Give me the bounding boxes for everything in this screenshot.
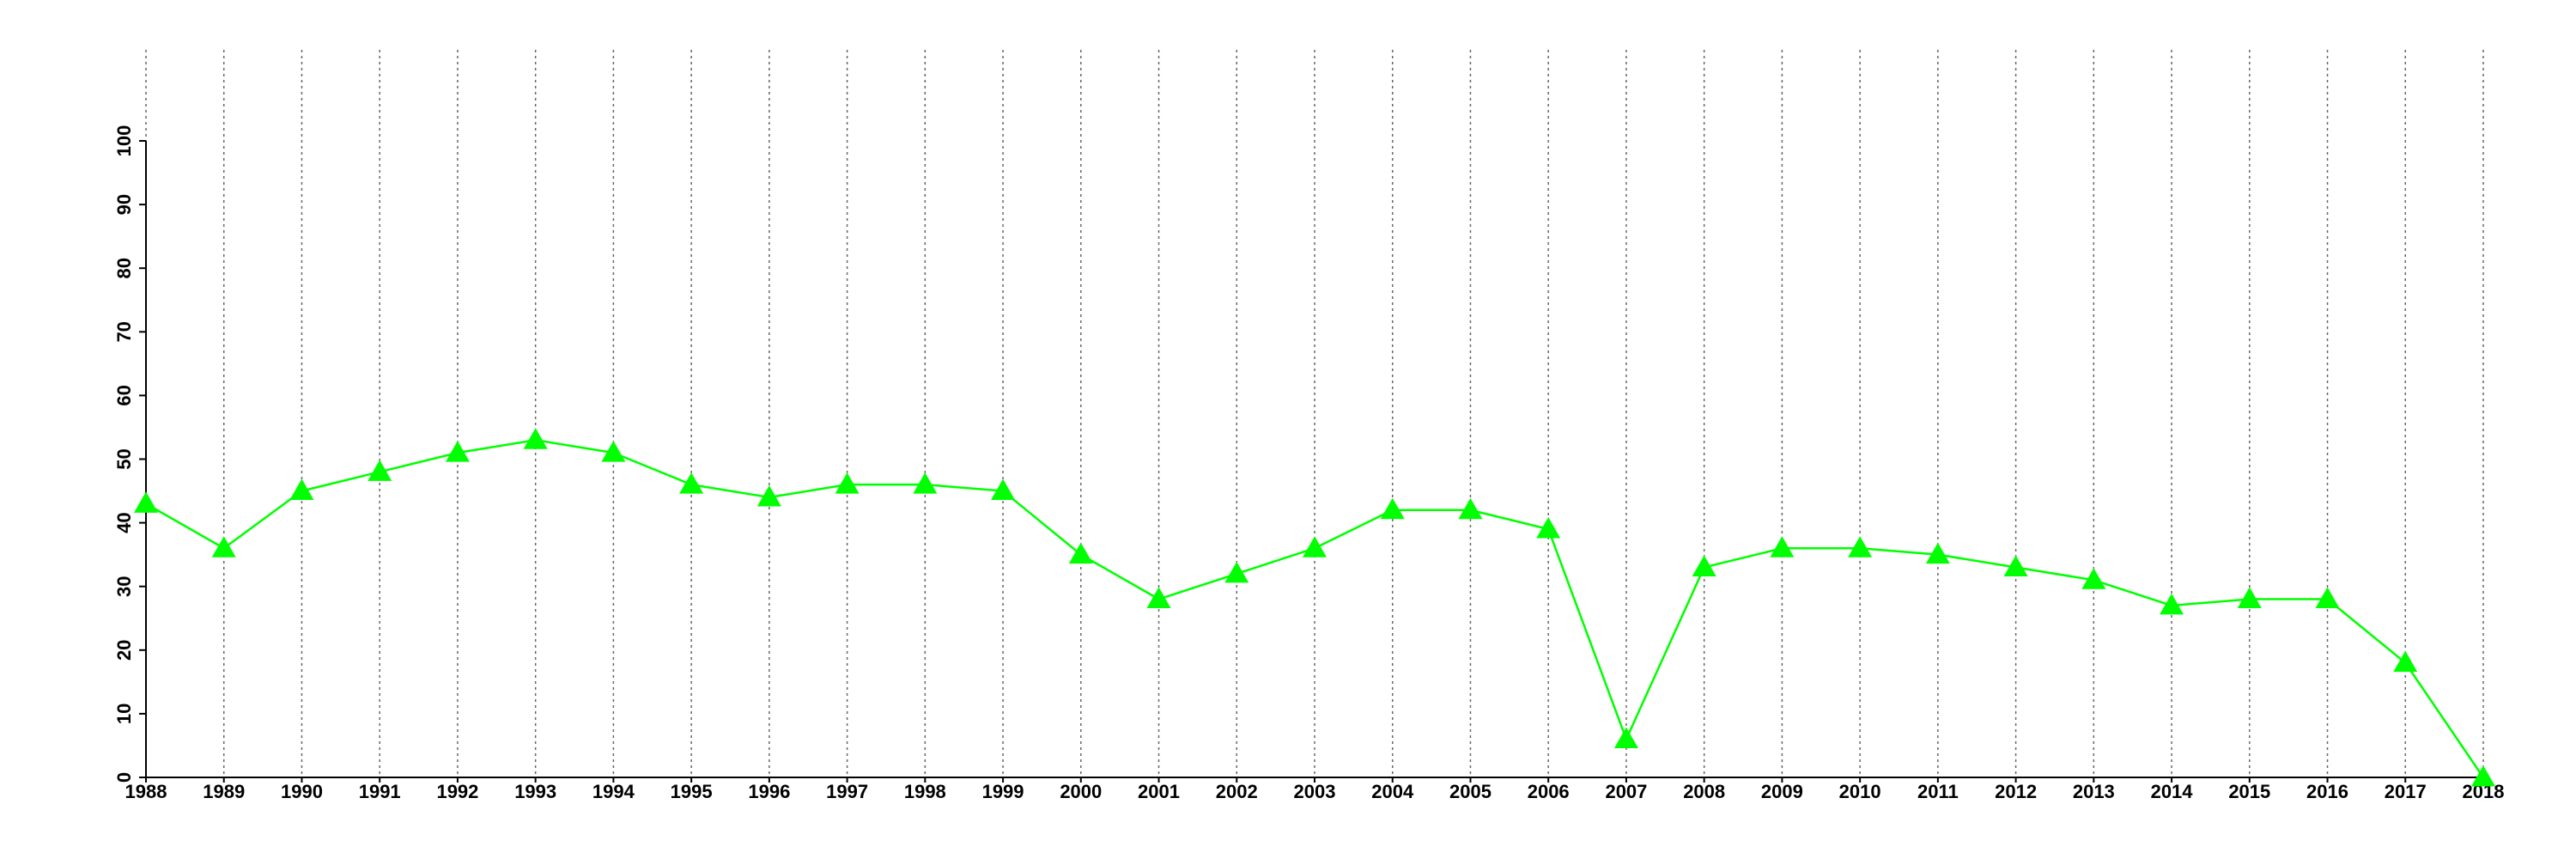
x-tick-label: 1989 bbox=[203, 781, 245, 802]
x-tick-label: 2016 bbox=[2306, 781, 2348, 802]
x-tick-label: 2003 bbox=[1294, 781, 1336, 802]
x-tick-label: 2010 bbox=[1839, 781, 1881, 802]
data-point bbox=[1613, 727, 1638, 749]
x-tick-label: 2005 bbox=[1449, 781, 1492, 802]
data-point bbox=[2471, 765, 2495, 787]
x-tick-label: 1993 bbox=[514, 781, 556, 802]
data-point bbox=[445, 441, 470, 462]
data-point bbox=[913, 472, 938, 494]
data-point bbox=[1848, 536, 1873, 557]
x-tick-label: 2017 bbox=[2385, 781, 2427, 802]
data-point bbox=[1925, 542, 1950, 564]
data-point bbox=[2315, 587, 2340, 609]
y-tick-label: 20 bbox=[113, 640, 135, 661]
data-point bbox=[1303, 536, 1327, 557]
data-point bbox=[1536, 517, 1561, 539]
data-point bbox=[523, 428, 548, 449]
data-point bbox=[601, 441, 626, 462]
data-point bbox=[289, 478, 314, 501]
data-point bbox=[211, 536, 236, 557]
data-point bbox=[2081, 568, 2106, 589]
y-tick-label: 0 bbox=[113, 772, 135, 783]
data-point bbox=[1224, 561, 1249, 583]
data-point bbox=[756, 484, 781, 507]
data-point bbox=[1068, 542, 1093, 564]
data-point bbox=[2393, 650, 2418, 673]
data-point bbox=[1146, 587, 1171, 609]
data-point bbox=[1770, 536, 1795, 557]
x-tick-label: 2007 bbox=[1605, 781, 1647, 802]
y-tick-label: 60 bbox=[113, 385, 135, 405]
y-tick-label: 30 bbox=[113, 576, 135, 596]
data-point bbox=[2237, 587, 2262, 609]
y-tick-label: 100 bbox=[113, 125, 135, 157]
x-tick-label: 1992 bbox=[436, 781, 478, 802]
x-tick-label: 2015 bbox=[2228, 781, 2270, 802]
data-point bbox=[679, 472, 704, 494]
x-tick-label: 2004 bbox=[1371, 781, 1414, 802]
x-tick-label: 1994 bbox=[592, 781, 635, 802]
data-point bbox=[134, 491, 158, 513]
data-point bbox=[991, 478, 1016, 501]
x-tick-label: 2013 bbox=[2073, 781, 2115, 802]
x-tick-label: 1996 bbox=[748, 781, 790, 802]
x-tick-label: 2011 bbox=[1917, 781, 1959, 802]
y-tick-label: 70 bbox=[113, 321, 135, 342]
x-tick-label: 1991 bbox=[359, 781, 401, 802]
x-tick-label: 2006 bbox=[1528, 781, 1570, 802]
x-tick-label: 2001 bbox=[1138, 781, 1180, 802]
data-point bbox=[2160, 593, 2184, 615]
x-tick-label: 2014 bbox=[2151, 781, 2194, 802]
y-tick-label: 50 bbox=[113, 448, 135, 469]
data-point bbox=[2003, 555, 2028, 576]
data-point bbox=[835, 472, 860, 494]
x-tick-label: 2009 bbox=[1761, 781, 1803, 802]
x-tick-label: 1998 bbox=[904, 781, 946, 802]
data-point bbox=[368, 460, 392, 481]
x-tick-label: 1995 bbox=[671, 781, 713, 802]
data-point bbox=[1458, 497, 1483, 520]
x-tick-label: 1999 bbox=[982, 781, 1024, 802]
x-tick-label: 1997 bbox=[826, 781, 868, 802]
x-tick-label: 1988 bbox=[125, 781, 167, 802]
y-tick-label: 10 bbox=[113, 704, 135, 724]
x-tick-label: 2008 bbox=[1683, 781, 1725, 802]
y-tick-label: 90 bbox=[113, 194, 135, 215]
x-tick-label: 2012 bbox=[1995, 781, 2037, 802]
x-tick-label: 1990 bbox=[281, 781, 323, 802]
data-point bbox=[1380, 497, 1405, 520]
y-tick-label: 80 bbox=[113, 258, 135, 278]
data-point bbox=[1692, 555, 1716, 576]
x-tick-label: 2002 bbox=[1216, 781, 1258, 802]
x-tick-label: 2000 bbox=[1060, 781, 1102, 802]
y-tick-label: 40 bbox=[113, 512, 135, 533]
